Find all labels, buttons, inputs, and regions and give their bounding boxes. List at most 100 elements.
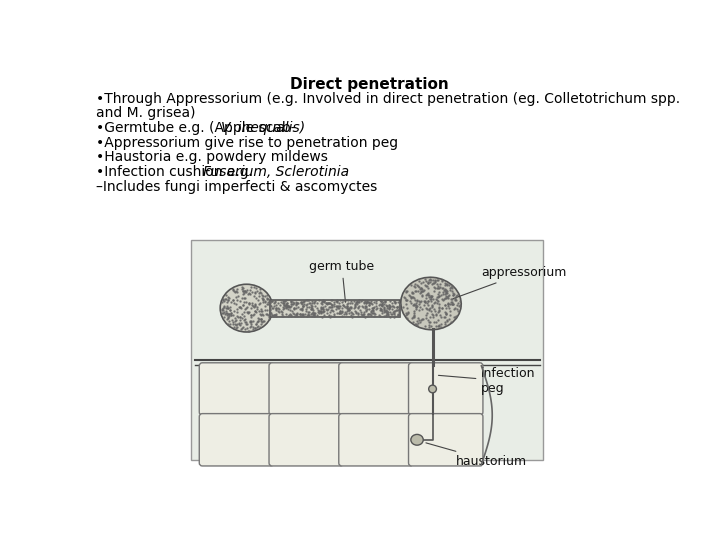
- Point: [433, 321, 444, 330]
- Point: [238, 312, 250, 320]
- Point: [441, 280, 452, 288]
- Point: [423, 306, 435, 314]
- Point: [321, 309, 333, 318]
- Point: [420, 314, 431, 322]
- Point: [375, 301, 387, 309]
- Point: [264, 301, 276, 310]
- Point: [260, 309, 271, 318]
- Point: [430, 295, 441, 303]
- Point: [289, 298, 300, 307]
- Point: [244, 318, 256, 326]
- Point: [302, 307, 314, 316]
- Point: [369, 309, 381, 318]
- Point: [338, 302, 350, 310]
- Point: [375, 305, 387, 314]
- Point: [449, 293, 461, 302]
- Point: [433, 306, 445, 314]
- Point: [316, 296, 328, 305]
- Point: [366, 306, 377, 314]
- Point: [430, 318, 441, 326]
- Point: [341, 302, 352, 310]
- Point: [420, 276, 432, 285]
- Point: [315, 298, 327, 307]
- Point: [405, 293, 417, 302]
- Point: [279, 302, 290, 310]
- Point: [221, 308, 233, 317]
- Point: [289, 299, 301, 308]
- Point: [231, 305, 243, 313]
- Point: [328, 310, 339, 319]
- Point: [264, 296, 276, 305]
- Point: [255, 315, 266, 323]
- Point: [406, 314, 418, 322]
- Point: [309, 310, 320, 319]
- Point: [415, 285, 426, 293]
- Point: [431, 276, 443, 285]
- Point: [440, 279, 451, 287]
- Point: [222, 311, 233, 320]
- Point: [308, 311, 320, 320]
- Point: [409, 287, 420, 296]
- Point: [216, 305, 228, 313]
- Point: [449, 313, 461, 322]
- Point: [312, 306, 324, 314]
- Point: [425, 293, 436, 302]
- Point: [441, 280, 452, 288]
- Point: [317, 296, 328, 305]
- Point: [439, 318, 451, 327]
- Point: [302, 312, 313, 320]
- FancyBboxPatch shape: [191, 240, 544, 460]
- Point: [328, 300, 339, 308]
- Point: [309, 309, 320, 318]
- Point: [229, 319, 240, 328]
- Point: [292, 299, 304, 307]
- Point: [337, 301, 348, 309]
- Point: [433, 303, 445, 312]
- Point: [366, 303, 377, 312]
- Point: [228, 295, 239, 304]
- Point: [402, 309, 413, 318]
- Point: [302, 309, 314, 318]
- Point: [423, 292, 435, 301]
- Point: [410, 302, 422, 311]
- Point: [353, 302, 364, 310]
- Point: [342, 299, 354, 307]
- Point: [282, 299, 293, 307]
- Point: [308, 299, 320, 307]
- Point: [313, 307, 325, 316]
- Point: [447, 289, 459, 298]
- Point: [445, 286, 456, 295]
- Point: [366, 308, 377, 317]
- Point: [392, 306, 404, 314]
- Point: [359, 302, 371, 310]
- Point: [296, 300, 307, 308]
- Point: [451, 290, 463, 299]
- Point: [433, 307, 445, 316]
- Point: [400, 287, 412, 295]
- Point: [379, 298, 390, 307]
- Point: [336, 312, 348, 320]
- Point: [324, 312, 336, 320]
- Point: [257, 292, 269, 301]
- Point: [264, 308, 276, 317]
- Point: [351, 298, 362, 307]
- Point: [374, 300, 385, 308]
- Point: [266, 297, 278, 306]
- Point: [238, 283, 249, 292]
- Point: [344, 303, 356, 312]
- Point: [318, 298, 330, 306]
- Point: [341, 302, 353, 310]
- Point: [359, 304, 371, 313]
- Point: [433, 299, 444, 308]
- Point: [219, 308, 230, 316]
- Point: [406, 292, 418, 301]
- Point: [361, 305, 373, 313]
- Point: [257, 298, 269, 306]
- Point: [377, 298, 388, 306]
- Point: [444, 284, 456, 293]
- Point: [249, 301, 261, 309]
- Point: [234, 319, 246, 327]
- Point: [316, 303, 328, 312]
- Point: [261, 306, 272, 314]
- Point: [446, 298, 457, 306]
